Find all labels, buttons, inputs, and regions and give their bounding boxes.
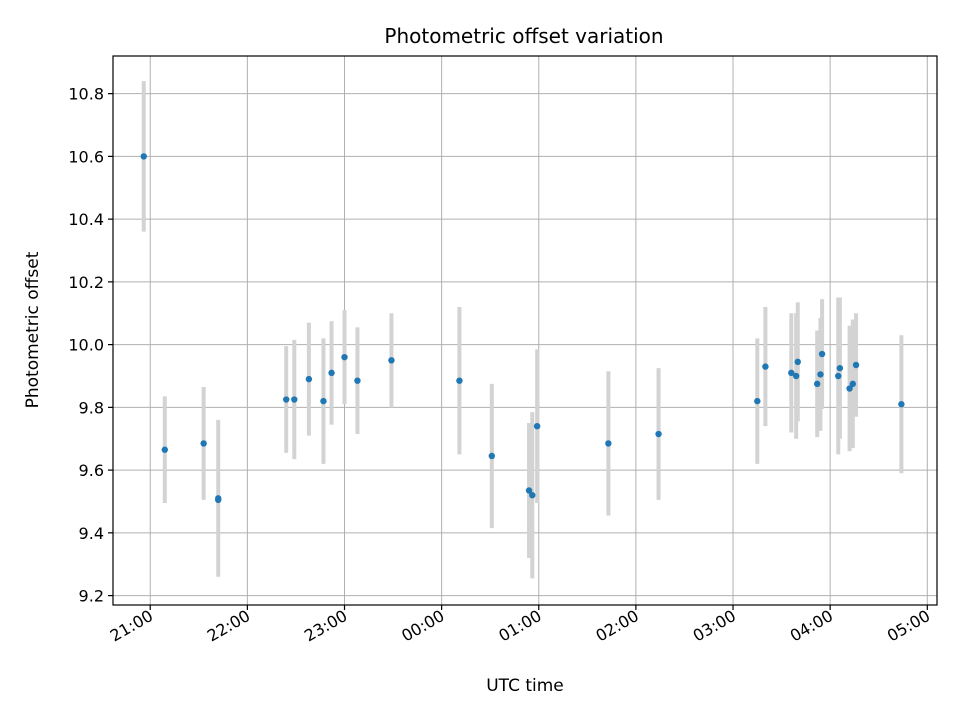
y-tick-label: 10.8	[68, 85, 104, 104]
data-point	[852, 361, 860, 369]
data-point	[525, 487, 533, 494]
data-point	[794, 358, 801, 366]
y-tick-label: 9.6	[79, 461, 104, 480]
data-point	[341, 353, 348, 361]
y-tick-label: 10.6	[68, 147, 104, 166]
data-point	[388, 357, 395, 364]
x-axis-label: UTC time	[486, 676, 564, 696]
y-tick-label: 9.4	[79, 524, 104, 543]
data-point	[533, 422, 541, 430]
chart-title: Photometric offset variation	[384, 24, 663, 48]
data-point	[488, 452, 496, 460]
data-point	[849, 380, 857, 388]
data-point	[836, 364, 844, 372]
data-point	[140, 153, 147, 160]
data-point	[817, 371, 824, 378]
data-point	[456, 377, 463, 384]
data-point	[215, 496, 222, 504]
data-point	[898, 401, 905, 408]
data-point	[161, 446, 169, 453]
data-point	[788, 369, 795, 377]
y-tick-label: 10.2	[68, 273, 104, 292]
data-point	[529, 492, 536, 499]
data-point	[818, 350, 826, 358]
y-tick-label: 10.4	[68, 210, 104, 229]
data-point	[814, 380, 821, 388]
data-point	[655, 430, 662, 438]
data-point	[291, 396, 298, 403]
y-axis: 9.2 9.4 9.6 9.8 10.0 10.2 10.4 10.6 10.8	[68, 85, 113, 606]
data-point	[283, 396, 290, 403]
y-tick-label: 9.8	[79, 398, 104, 417]
y-tick-label: 10.0	[68, 336, 104, 355]
data-point	[792, 372, 800, 380]
data-point	[200, 440, 207, 447]
data-point	[762, 363, 769, 370]
data-point	[605, 440, 612, 447]
data-point	[328, 369, 335, 377]
y-axis-label: Photometric offset	[23, 251, 43, 408]
plot-frame	[112, 55, 938, 606]
data-point	[354, 377, 361, 384]
data-point	[754, 397, 761, 405]
y-tick-label: 9.2	[79, 587, 104, 606]
data-point	[835, 372, 842, 380]
data-point	[320, 397, 327, 405]
data-point	[846, 385, 853, 392]
point-layer	[140, 153, 905, 504]
grid-layer	[113, 56, 937, 605]
data-point	[305, 375, 313, 383]
